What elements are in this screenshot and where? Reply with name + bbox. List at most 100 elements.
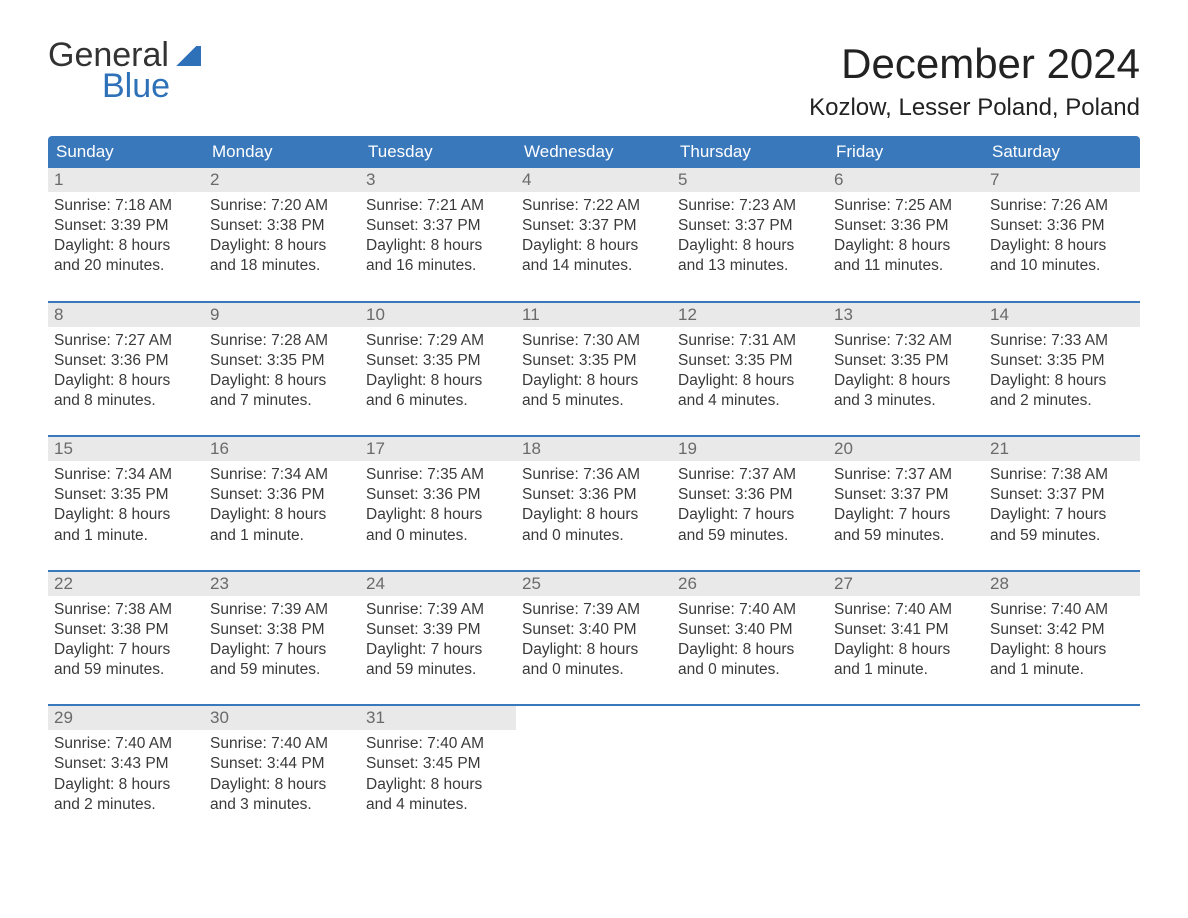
day-number: 13 xyxy=(828,303,984,327)
calendar-day: 18Sunrise: 7:36 AMSunset: 3:36 PMDayligh… xyxy=(516,437,672,556)
calendar-week: 1Sunrise: 7:18 AMSunset: 3:39 PMDaylight… xyxy=(48,168,1140,287)
day-body: Sunrise: 7:34 AMSunset: 3:35 PMDaylight:… xyxy=(48,461,204,546)
day-sunset: Sunset: 3:41 PM xyxy=(834,620,978,640)
day-number: 18 xyxy=(516,437,672,461)
day-body: Sunrise: 7:31 AMSunset: 3:35 PMDaylight:… xyxy=(672,327,828,412)
day-d2: and 0 minutes. xyxy=(678,660,822,680)
weekday-header: Thursday xyxy=(672,136,828,168)
calendar-day xyxy=(516,706,672,825)
day-sunset: Sunset: 3:35 PM xyxy=(522,351,666,371)
day-d1: Daylight: 8 hours xyxy=(522,640,666,660)
calendar-day: 27Sunrise: 7:40 AMSunset: 3:41 PMDayligh… xyxy=(828,572,984,691)
day-d2: and 4 minutes. xyxy=(366,795,510,815)
day-number: 19 xyxy=(672,437,828,461)
calendar-day: 12Sunrise: 7:31 AMSunset: 3:35 PMDayligh… xyxy=(672,303,828,422)
day-sunrise: Sunrise: 7:32 AM xyxy=(834,331,978,351)
day-sunrise: Sunrise: 7:21 AM xyxy=(366,196,510,216)
day-d2: and 7 minutes. xyxy=(210,391,354,411)
day-body: Sunrise: 7:39 AMSunset: 3:38 PMDaylight:… xyxy=(204,596,360,681)
calendar-day: 1Sunrise: 7:18 AMSunset: 3:39 PMDaylight… xyxy=(48,168,204,287)
day-sunset: Sunset: 3:39 PM xyxy=(54,216,198,236)
day-d2: and 59 minutes. xyxy=(54,660,198,680)
calendar-week: 22Sunrise: 7:38 AMSunset: 3:38 PMDayligh… xyxy=(48,570,1140,691)
day-number: 22 xyxy=(48,572,204,596)
day-number: 14 xyxy=(984,303,1140,327)
day-d2: and 0 minutes. xyxy=(366,526,510,546)
day-body: Sunrise: 7:38 AMSunset: 3:37 PMDaylight:… xyxy=(984,461,1140,546)
day-body: Sunrise: 7:25 AMSunset: 3:36 PMDaylight:… xyxy=(828,192,984,277)
day-sunrise: Sunrise: 7:40 AM xyxy=(366,734,510,754)
day-sunrise: Sunrise: 7:20 AM xyxy=(210,196,354,216)
calendar-day xyxy=(984,706,1140,825)
day-d2: and 59 minutes. xyxy=(678,526,822,546)
day-sunrise: Sunrise: 7:40 AM xyxy=(210,734,354,754)
day-d2: and 18 minutes. xyxy=(210,256,354,276)
day-number: 9 xyxy=(204,303,360,327)
day-sunrise: Sunrise: 7:40 AM xyxy=(54,734,198,754)
calendar-week: 8Sunrise: 7:27 AMSunset: 3:36 PMDaylight… xyxy=(48,301,1140,422)
day-d2: and 1 minute. xyxy=(834,660,978,680)
calendar-day: 24Sunrise: 7:39 AMSunset: 3:39 PMDayligh… xyxy=(360,572,516,691)
day-number: 28 xyxy=(984,572,1140,596)
day-sunset: Sunset: 3:39 PM xyxy=(366,620,510,640)
day-sunrise: Sunrise: 7:34 AM xyxy=(54,465,198,485)
day-sunset: Sunset: 3:36 PM xyxy=(678,485,822,505)
day-d1: Daylight: 8 hours xyxy=(834,371,978,391)
day-d1: Daylight: 8 hours xyxy=(54,371,198,391)
day-body: Sunrise: 7:40 AMSunset: 3:45 PMDaylight:… xyxy=(360,730,516,815)
day-d2: and 1 minute. xyxy=(210,526,354,546)
day-d2: and 59 minutes. xyxy=(990,526,1134,546)
day-number: 30 xyxy=(204,706,360,730)
day-sunset: Sunset: 3:36 PM xyxy=(990,216,1134,236)
day-d1: Daylight: 8 hours xyxy=(210,505,354,525)
day-body: Sunrise: 7:37 AMSunset: 3:36 PMDaylight:… xyxy=(672,461,828,546)
day-sunset: Sunset: 3:43 PM xyxy=(54,754,198,774)
weekday-header: Monday xyxy=(204,136,360,168)
day-number: 15 xyxy=(48,437,204,461)
day-d2: and 13 minutes. xyxy=(678,256,822,276)
day-number: 29 xyxy=(48,706,204,730)
day-d1: Daylight: 8 hours xyxy=(54,505,198,525)
day-body: Sunrise: 7:40 AMSunset: 3:42 PMDaylight:… xyxy=(984,596,1140,681)
day-sunrise: Sunrise: 7:40 AM xyxy=(834,600,978,620)
calendar-day: 14Sunrise: 7:33 AMSunset: 3:35 PMDayligh… xyxy=(984,303,1140,422)
day-d2: and 8 minutes. xyxy=(54,391,198,411)
day-d1: Daylight: 7 hours xyxy=(54,640,198,660)
calendar-day: 3Sunrise: 7:21 AMSunset: 3:37 PMDaylight… xyxy=(360,168,516,287)
day-number: 16 xyxy=(204,437,360,461)
day-number: 4 xyxy=(516,168,672,192)
calendar-day xyxy=(672,706,828,825)
day-sunrise: Sunrise: 7:29 AM xyxy=(366,331,510,351)
calendar-day: 6Sunrise: 7:25 AMSunset: 3:36 PMDaylight… xyxy=(828,168,984,287)
day-sunset: Sunset: 3:36 PM xyxy=(210,485,354,505)
day-d2: and 3 minutes. xyxy=(210,795,354,815)
calendar-day: 8Sunrise: 7:27 AMSunset: 3:36 PMDaylight… xyxy=(48,303,204,422)
weekday-header: Tuesday xyxy=(360,136,516,168)
day-d1: Daylight: 8 hours xyxy=(678,236,822,256)
day-d2: and 59 minutes. xyxy=(210,660,354,680)
day-d1: Daylight: 7 hours xyxy=(678,505,822,525)
day-d1: Daylight: 8 hours xyxy=(366,775,510,795)
day-sunrise: Sunrise: 7:30 AM xyxy=(522,331,666,351)
day-number: 8 xyxy=(48,303,204,327)
day-sunrise: Sunrise: 7:31 AM xyxy=(678,331,822,351)
day-d1: Daylight: 8 hours xyxy=(522,236,666,256)
day-sunrise: Sunrise: 7:39 AM xyxy=(210,600,354,620)
day-d1: Daylight: 8 hours xyxy=(834,236,978,256)
calendar: Sunday Monday Tuesday Wednesday Thursday… xyxy=(48,136,1140,825)
logo-flag-icon xyxy=(173,46,201,66)
day-sunrise: Sunrise: 7:38 AM xyxy=(990,465,1134,485)
logo-word-1: General xyxy=(48,40,169,71)
day-d2: and 20 minutes. xyxy=(54,256,198,276)
calendar-day: 30Sunrise: 7:40 AMSunset: 3:44 PMDayligh… xyxy=(204,706,360,825)
day-d1: Daylight: 8 hours xyxy=(210,775,354,795)
calendar-day: 16Sunrise: 7:34 AMSunset: 3:36 PMDayligh… xyxy=(204,437,360,556)
calendar-day: 31Sunrise: 7:40 AMSunset: 3:45 PMDayligh… xyxy=(360,706,516,825)
day-d2: and 3 minutes. xyxy=(834,391,978,411)
day-number: 21 xyxy=(984,437,1140,461)
day-d2: and 5 minutes. xyxy=(522,391,666,411)
day-sunrise: Sunrise: 7:39 AM xyxy=(522,600,666,620)
day-sunset: Sunset: 3:38 PM xyxy=(54,620,198,640)
day-d1: Daylight: 8 hours xyxy=(990,236,1134,256)
day-number: 23 xyxy=(204,572,360,596)
